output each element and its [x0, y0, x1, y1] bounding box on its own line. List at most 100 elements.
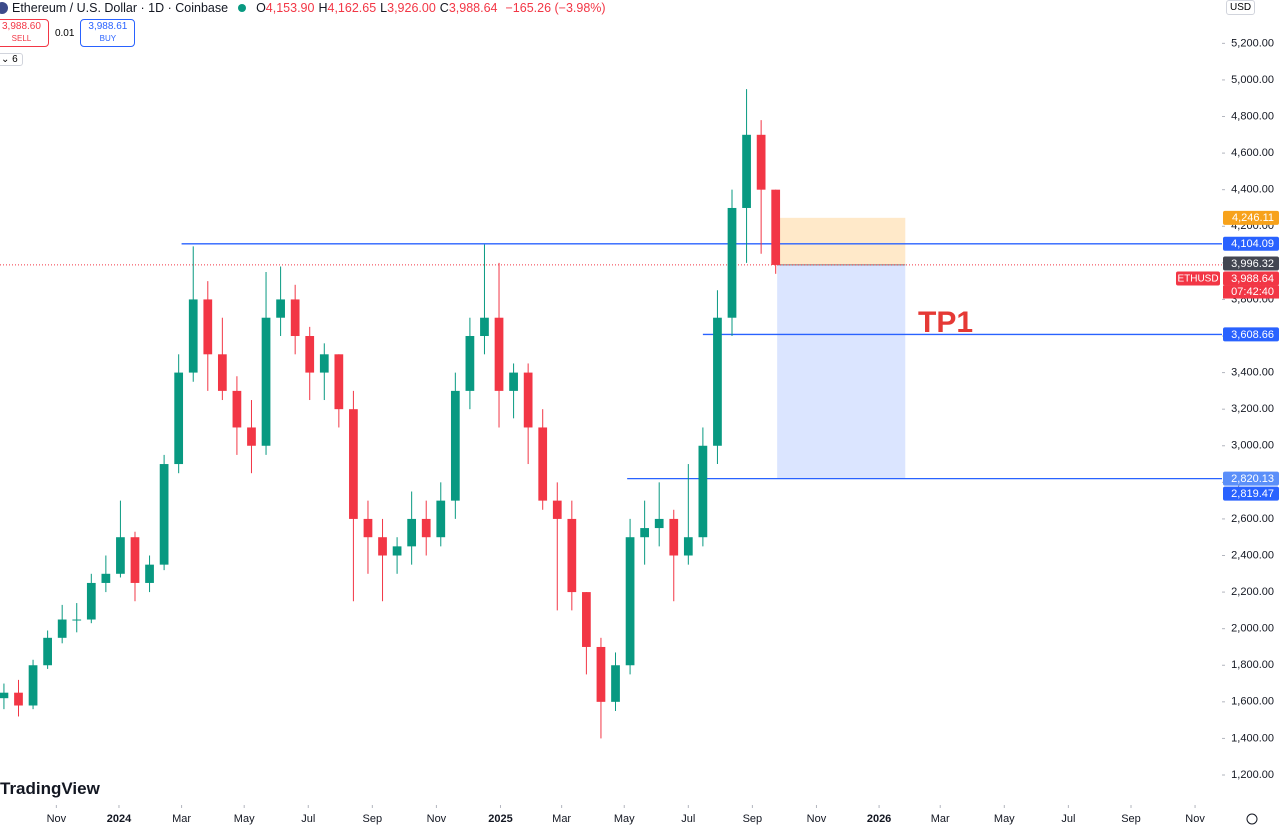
x-tick-label: May	[614, 813, 635, 825]
candle-body	[43, 637, 52, 666]
candle-body	[756, 134, 766, 190]
buy-label: BUY	[99, 34, 117, 43]
candle-body	[28, 665, 38, 706]
candle-body	[567, 518, 577, 593]
candle-body	[509, 372, 518, 391]
candle-body	[436, 500, 446, 538]
ohlc-key: C	[439, 1, 449, 15]
x-tick-label: Nov	[1185, 813, 1205, 825]
x-tick-label: May	[994, 813, 1015, 825]
candle-body	[480, 317, 489, 337]
ohlc: O4,153.90 H4,162.65 L3,926.00 C3,988.64	[256, 1, 501, 15]
candle-body	[247, 427, 256, 446]
candle-body	[86, 582, 96, 620]
y-tick-label: 1,600.00	[1231, 696, 1274, 708]
y-tick-label: 4,400.00	[1231, 184, 1274, 196]
x-tick-label: Mar	[172, 813, 191, 825]
candle-body	[232, 390, 242, 428]
candle-body	[378, 537, 387, 556]
candle-body	[57, 619, 67, 638]
x-tick-label: 2026	[867, 813, 891, 825]
sell-button[interactable]: 3,988.60 SELL	[0, 19, 49, 47]
price-tag-label: 3,988.64	[1231, 273, 1274, 285]
candle-body	[713, 317, 722, 446]
price-tag	[1223, 256, 1279, 271]
x-tick-label: 2024	[107, 813, 132, 825]
price-axis	[1222, 0, 1280, 831]
candle-body	[596, 646, 606, 702]
candle-body	[349, 409, 358, 519]
candle-body	[640, 528, 650, 538]
ohlc-key: L	[380, 1, 388, 15]
candle-body	[0, 692, 9, 699]
price-tag	[1223, 271, 1279, 286]
sell-label: SELL	[11, 34, 32, 43]
candle-body	[174, 372, 184, 465]
sell-price: 3,988.60	[2, 21, 41, 32]
price-tag-label: 2,819.47	[1231, 488, 1274, 500]
candle-body	[188, 299, 198, 373]
candle-body	[305, 336, 315, 373]
candle-body	[392, 546, 402, 556]
candle-body	[130, 537, 140, 583]
candle-body	[319, 354, 329, 373]
candle-body	[363, 518, 373, 538]
symbol[interactable]: Ethereum / U.S. Dollar · 1D · Coinbase	[12, 1, 229, 15]
y-tick-label: 3,000.00	[1231, 440, 1274, 452]
price-tag	[1223, 327, 1279, 342]
y-tick-label: 3,200.00	[1231, 403, 1274, 415]
currency[interactable]: USD	[1226, 0, 1256, 15]
price-tag-label: 4,104.09	[1231, 238, 1274, 250]
x-tick-label: Nov	[47, 813, 67, 825]
stop-zone	[777, 217, 906, 265]
ohlc-value: 3,926.00	[387, 1, 436, 15]
candle-body	[727, 207, 737, 318]
candle-body	[523, 372, 533, 428]
spread: 0.01	[54, 27, 75, 39]
y-tick-label: 1,400.00	[1231, 732, 1274, 744]
y-tick-label: 1,200.00	[1231, 769, 1274, 781]
candle-body	[625, 537, 635, 666]
logo[interactable]: TradingView	[0, 779, 100, 798]
candle-body	[421, 518, 431, 538]
price-tag	[1223, 236, 1279, 251]
candle-body	[407, 518, 417, 547]
x-tick-label: Sep	[363, 813, 383, 825]
x-tick-label: Mar	[552, 813, 571, 825]
ohlc-key: O	[256, 1, 266, 15]
annotation: TP1	[918, 306, 974, 339]
indicators-toggle[interactable]: ⌄ 6	[0, 53, 23, 66]
candle-body	[116, 537, 125, 574]
candle-body	[494, 317, 504, 391]
buy-price: 3,988.61	[88, 21, 128, 32]
x-tick-label: Sep	[1121, 813, 1141, 825]
candle-body	[771, 189, 781, 265]
candle-body	[742, 134, 751, 208]
y-tick-label: 5,000.00	[1231, 74, 1274, 86]
candle-body	[611, 665, 620, 702]
change: −165.26 (−3.98%)	[505, 1, 606, 15]
status-dot	[238, 4, 247, 12]
x-tick-label: Mar	[931, 813, 950, 825]
x-tick-label: Jul	[301, 813, 315, 825]
x-tick-label: May	[234, 813, 255, 825]
buy-button[interactable]: 3,988.61 BUY	[80, 19, 136, 47]
y-tick-label: 5,200.00	[1231, 37, 1274, 49]
candle-body	[465, 336, 475, 391]
symbol-icon	[0, 2, 8, 14]
candle-body	[538, 427, 548, 501]
candle-body	[14, 692, 23, 706]
candle-body	[334, 354, 344, 410]
price-tag	[1223, 486, 1279, 501]
price-tag-label: 2,820.13	[1231, 473, 1274, 485]
candle-body	[261, 317, 271, 446]
x-tick-label: Nov	[427, 813, 447, 825]
y-tick-label: 2,600.00	[1231, 513, 1274, 525]
y-tick-label: 2,200.00	[1231, 586, 1274, 598]
ohlc-value: 4,153.90	[265, 1, 315, 15]
candle-body	[72, 619, 82, 621]
x-tick-label: 2025	[488, 813, 512, 825]
price-tag	[1223, 471, 1279, 486]
settings-icon[interactable]	[1246, 813, 1258, 825]
